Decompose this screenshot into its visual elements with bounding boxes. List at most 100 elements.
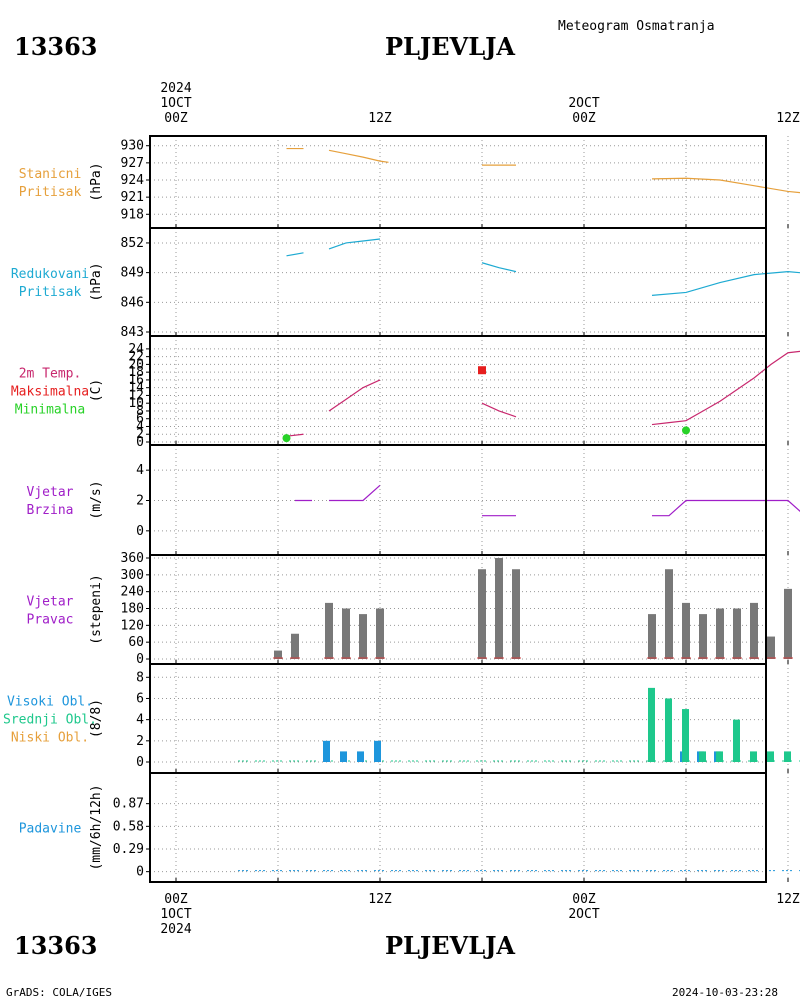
tmax-marker	[478, 366, 486, 375]
panel-label: Vjetar	[27, 595, 74, 610]
time-label-bottom: 1OCT	[160, 907, 191, 922]
wind-dir-bar	[495, 558, 503, 659]
y-tick-label: 921	[121, 190, 144, 205]
subtitle: Meteogram Osmatranja	[558, 19, 715, 34]
y-tick-label: 930	[121, 139, 144, 154]
y-tick-label: 0	[136, 865, 144, 880]
y-tick-label: 240	[121, 585, 144, 600]
y-tick-label: 14	[128, 381, 144, 396]
time-label-top: 1OCT	[160, 96, 191, 111]
panel-frame	[149, 554, 767, 665]
y-tick-label: 0.58	[113, 819, 144, 834]
y-tick-label: 6	[136, 691, 144, 706]
panel-label: Minimalna	[15, 403, 85, 418]
time-label-bottom: 12Z	[776, 892, 800, 907]
panel-label: Pravac	[27, 613, 74, 628]
time-label-bottom: 2024	[160, 922, 191, 937]
y-tick-label: 2	[136, 494, 144, 509]
cloud-bar	[340, 751, 347, 762]
series-line	[481, 402, 517, 418]
y-tick-label: 12	[128, 388, 144, 403]
y-tick-label: 180	[121, 602, 144, 617]
time-label-top: 2024	[160, 81, 191, 96]
cloud-bar	[767, 751, 774, 762]
panel-label: Vjetar	[27, 485, 74, 500]
panel-label: Srednji Obl.	[3, 713, 97, 728]
panel-label: Pritisak	[19, 185, 82, 200]
series-line	[651, 350, 800, 426]
panel-label: 2m Temp.	[19, 367, 82, 382]
y-tick-label: 4	[136, 463, 144, 478]
y-tick-label: 8	[136, 404, 144, 419]
wind-dir-bar	[291, 633, 299, 659]
station-id-top: 13363	[14, 32, 98, 61]
wind-dir-bar	[478, 569, 486, 659]
y-tick-label: 846	[121, 295, 144, 310]
time-label-bottom: 2OCT	[568, 907, 599, 922]
cloud-bar	[750, 751, 757, 762]
panel-label: Padavine	[19, 822, 82, 837]
cloud-bar	[374, 740, 381, 762]
time-label-top: 00Z	[572, 111, 596, 126]
y-tick-label: 18	[128, 365, 144, 380]
y-tick-label: 300	[121, 568, 144, 583]
wind-dir-bar	[767, 636, 775, 659]
wind-dir-bar	[325, 602, 333, 659]
y-tick-label: 0	[136, 652, 144, 667]
unit-label: (8/8)	[89, 699, 104, 738]
wind-dir-bar	[376, 608, 384, 659]
y-tick-label: 0	[136, 524, 144, 539]
unit-label: (C)	[89, 379, 104, 402]
time-label-bottom: 00Z	[164, 892, 188, 907]
cloud-bar	[357, 751, 364, 762]
y-tick-label: 849	[121, 266, 144, 281]
data-layer	[238, 147, 800, 872]
wind-dir-bar	[512, 569, 520, 659]
panel-label: Brzina	[27, 503, 74, 518]
unit-label: (m/s)	[89, 480, 104, 519]
y-tick-label: 843	[121, 325, 144, 340]
panel-label: Maksimalna	[11, 385, 89, 400]
y-tick-label: 927	[121, 156, 144, 171]
y-tick-label: 2	[136, 427, 144, 442]
cloud-bar	[784, 751, 791, 762]
y-tick-label: 20	[128, 357, 144, 372]
series-line	[651, 271, 800, 296]
cloud-bar	[323, 740, 330, 762]
unit-label: (hPa)	[89, 162, 104, 201]
panel-frame	[149, 663, 767, 774]
y-tick-label: 0	[136, 435, 144, 450]
panel-frame	[149, 227, 767, 337]
y-tick-label: 852	[121, 236, 144, 251]
axis-labels: 918 921 924 927 930 Stanicni Pritisak (hPa) 843 8…	[3, 81, 800, 937]
y-tick-label: 918	[121, 207, 144, 222]
wind-dir-bar	[648, 614, 656, 659]
station-name-top: PLJEVLJA	[385, 32, 515, 61]
station-id-bottom: 13363	[14, 931, 98, 960]
footer-timestamp: 2024-10-03-23:28	[672, 986, 778, 999]
time-label-bottom: 12Z	[368, 892, 392, 907]
series-line	[651, 177, 800, 194]
tmin-marker	[682, 426, 690, 435]
y-tick-label: 0.29	[113, 842, 144, 857]
y-tick-label: 2	[136, 734, 144, 749]
wind-dir-bar	[750, 602, 758, 659]
y-tick-label: 60	[128, 635, 144, 650]
footer-credit: GrADS: COLA/IGES	[6, 986, 112, 999]
time-label-top: 12Z	[368, 111, 392, 126]
y-tick-label: 6	[136, 412, 144, 427]
y-tick-label: 22	[128, 350, 144, 365]
unit-label: (mm/6h/12h)	[89, 784, 104, 870]
y-tick-label: 4	[136, 713, 144, 728]
cloud-bar	[665, 698, 672, 762]
panel-frame	[149, 335, 767, 446]
wind-dir-bar	[699, 614, 707, 659]
y-tick-label: 360	[121, 551, 144, 566]
y-tick-label: 16	[128, 373, 144, 388]
y-tick-label: 0.87	[113, 797, 144, 812]
panel-frame	[149, 772, 767, 883]
y-tick-label: 8	[136, 670, 144, 685]
panel-label: Redukovani	[11, 267, 89, 282]
wind-dir-bar	[342, 608, 350, 659]
panel-frames	[146, 135, 789, 883]
